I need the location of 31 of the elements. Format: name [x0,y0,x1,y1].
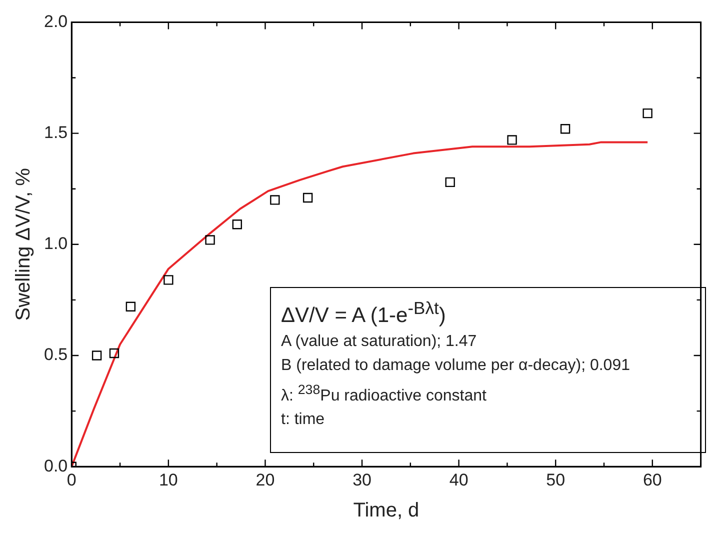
point [164,275,174,285]
x-tick-label: 0 [66,470,76,490]
point [109,348,120,358]
point [507,135,517,145]
point [270,195,280,205]
point [92,350,102,360]
point [232,220,242,230]
y-tick-label: 1.5 [44,122,68,142]
x-tick-label: 30 [352,470,372,490]
annotation: ΔV/V = A (1-e$^{-Bλt}$) [281,297,447,329]
x-tick-label: 50 [546,470,566,490]
annotation: t: time [281,410,326,430]
x-tick-label: 60 [642,470,662,490]
x-tick-label: 20 [256,470,275,490]
annotation: λ: $^{238}$Pu radioactive constant [281,381,488,406]
y-tick-label: 1.0 [44,234,68,254]
point [205,235,215,245]
point [302,192,313,203]
point [445,177,455,188]
x-axis-title: Time, d [353,500,420,522]
point [642,108,652,118]
x-tick-label: 40 [449,470,468,490]
x-tick-label: 10 [158,470,178,490]
point [126,302,136,312]
annotation: A (value at saturation); 1.47 [281,332,478,352]
annotation: B (related to damage volume per α-decay); 0.091 [281,356,631,376]
y-axis-title: Swelling ΔV/V, % [12,168,35,321]
y-tick-label: 2.0 [44,12,68,31]
y-tick-label: 0.0 [44,456,68,476]
point [560,124,570,134]
y-tick-label: 0.5 [44,345,68,364]
